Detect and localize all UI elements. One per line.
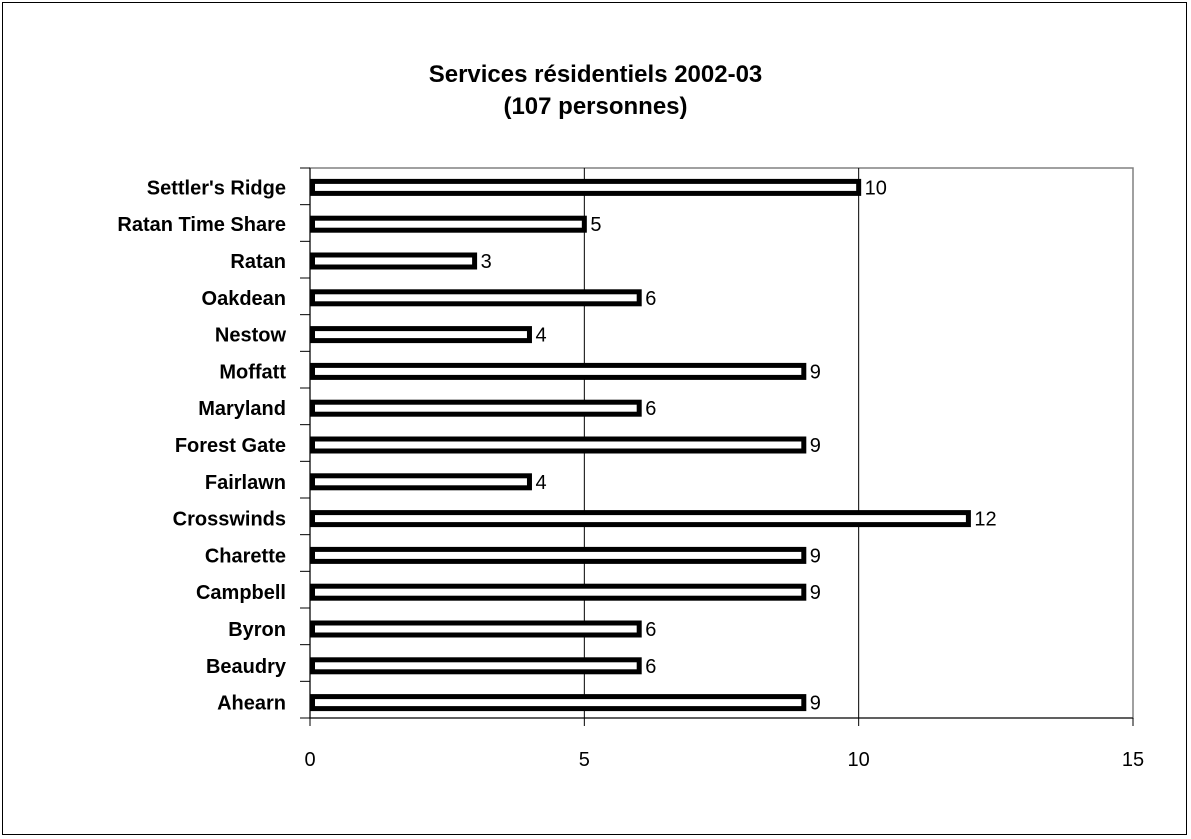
x-tick-label-0: 0 <box>304 749 315 771</box>
bar-4 <box>310 326 532 344</box>
data-label-12: 6 <box>645 619 656 641</box>
bar-2 <box>310 252 478 270</box>
bar-3 <box>310 289 642 307</box>
data-label-8: 4 <box>535 472 546 494</box>
category-label-12: Byron <box>228 619 286 641</box>
chart-subtitle: (107 personnes) <box>503 93 688 120</box>
category-label-4: Nestow <box>215 325 287 347</box>
data-label-9: 12 <box>974 509 996 531</box>
bar-14 <box>310 694 807 712</box>
category-label-10: Charette <box>205 545 286 567</box>
data-label-6: 6 <box>645 398 656 420</box>
bar-9 <box>310 510 971 528</box>
data-label-14: 9 <box>810 693 821 715</box>
bar-5 <box>310 362 807 380</box>
bar-13 <box>310 657 642 675</box>
bar-12 <box>310 620 642 638</box>
category-label-11: Campbell <box>196 582 286 604</box>
bar-1 <box>310 215 587 233</box>
bar-6 <box>310 399 642 417</box>
category-label-9: Crosswinds <box>173 509 286 531</box>
x-tick-label-1: 5 <box>579 749 590 771</box>
data-label-7: 9 <box>810 435 821 457</box>
x-tick-label-2: 10 <box>848 749 870 771</box>
category-label-2: Ratan <box>230 251 286 273</box>
category-label-3: Oakdean <box>202 288 286 310</box>
data-label-11: 9 <box>810 582 821 604</box>
data-label-3: 6 <box>645 288 656 310</box>
bar-10 <box>310 546 807 564</box>
data-label-10: 9 <box>810 545 821 567</box>
chart-title: Services résidentiels 2002-03 <box>428 61 763 88</box>
bar-11 <box>310 583 807 601</box>
category-label-1: Ratan Time Share <box>117 214 286 236</box>
category-label-7: Forest Gate <box>175 435 286 457</box>
data-label-5: 9 <box>810 361 821 383</box>
category-label-6: Maryland <box>198 398 286 420</box>
bar-8 <box>310 473 532 491</box>
data-label-4: 4 <box>535 325 546 347</box>
data-label-1: 5 <box>590 214 601 236</box>
category-label-5: Moffatt <box>219 361 286 383</box>
category-label-14: Ahearn <box>217 693 286 715</box>
category-label-8: Fairlawn <box>205 472 286 494</box>
category-label-13: Beaudry <box>206 656 287 678</box>
bar-7 <box>310 436 807 454</box>
x-tick-label-3: 15 <box>1122 749 1144 771</box>
data-label-13: 6 <box>645 656 656 678</box>
data-label-0: 10 <box>865 177 887 199</box>
bar-0 <box>310 178 862 196</box>
category-label-0: Settler's Ridge <box>147 177 286 199</box>
data-label-2: 3 <box>481 251 492 273</box>
